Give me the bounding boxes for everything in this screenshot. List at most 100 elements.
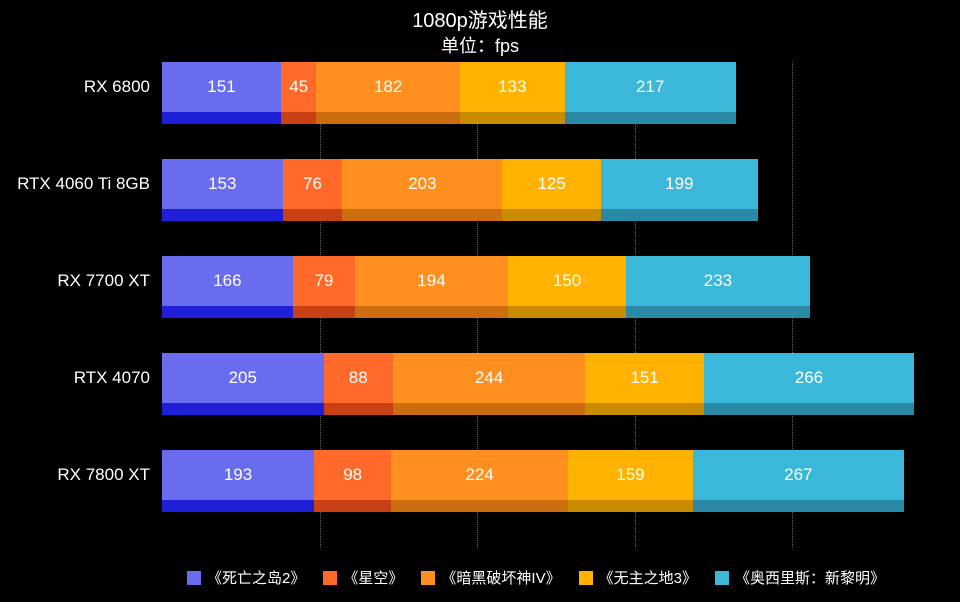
bar-segment: 151: [162, 62, 281, 112]
bar-segment-base: [162, 403, 324, 415]
legend-label: 《星空》: [343, 567, 403, 588]
bar-segment-base: [283, 209, 343, 221]
bar-value-label: 79: [314, 271, 333, 291]
chart-title-block: 1080p游戏性能 单位：fps: [0, 8, 960, 58]
legend-label: 《暗黑破坏神IV》: [441, 567, 560, 588]
bar-value-label: 203: [408, 174, 436, 194]
bar-value-label: 266: [795, 368, 823, 388]
bar-row: 166 79 194 150 233: [162, 256, 950, 326]
bar-segment: 79: [293, 256, 355, 306]
bar-segment-base: [502, 209, 601, 221]
bar-value-label: 125: [537, 174, 565, 194]
bar-segment-base: [585, 403, 704, 415]
bar-segment: 244: [393, 353, 585, 403]
bar-segment-base: [162, 209, 283, 221]
bar-value-label: 151: [207, 77, 235, 97]
legend: 《死亡之岛2》 《星空》 《暗黑破坏神IV》 《无主之地3》 《奥西里斯：新黎明》: [122, 567, 950, 588]
fps-stacked-bar-chart: 1080p游戏性能 单位：fps RX 6800RTX 4060 Ti 8GBR…: [0, 0, 960, 602]
bar-segment: 153: [162, 159, 283, 209]
bar-segment-base: [565, 112, 736, 124]
bar-segment-base: [293, 306, 355, 318]
bar-row: 153 76 203 125 199: [162, 159, 950, 229]
bar-segment-base: [704, 403, 914, 415]
bar-segment-base: [568, 500, 693, 512]
bar-segment: 203: [342, 159, 502, 209]
bar-segment: 45: [281, 62, 316, 112]
bar-segment-base: [314, 500, 391, 512]
y-axis-label: RX 7800 XT: [0, 465, 150, 485]
legend-label: 《奥西里斯：新黎明》: [735, 567, 885, 588]
bar-segment-base: [324, 403, 393, 415]
bar-row: 151 45 182 133 217: [162, 62, 950, 132]
bar-value-label: 224: [465, 465, 493, 485]
bar-value-label: 166: [213, 271, 241, 291]
bar-segment: 151: [585, 353, 704, 403]
bar-segment-base: [601, 209, 758, 221]
legend-swatch: [421, 571, 435, 585]
y-axis-label: RTX 4060 Ti 8GB: [0, 174, 150, 194]
bar-segment-base: [460, 112, 565, 124]
bar-segment-base: [355, 306, 508, 318]
bar-value-label: 159: [616, 465, 644, 485]
bar-segment: 98: [314, 450, 391, 500]
bar-value-label: 45: [289, 77, 308, 97]
bar-value-label: 98: [343, 465, 362, 485]
bar-segment: 224: [391, 450, 568, 500]
bar-value-label: 151: [630, 368, 658, 388]
bar-segment-base: [693, 500, 903, 512]
bar-segment: 182: [316, 62, 459, 112]
bar-segment: 193: [162, 450, 314, 500]
chart-subtitle: 单位：fps: [0, 34, 960, 58]
bar-value-label: 150: [553, 271, 581, 291]
bar-segment-base: [508, 306, 626, 318]
y-axis-label: RX 7700 XT: [0, 271, 150, 291]
legend-swatch: [323, 571, 337, 585]
legend-item: 《奥西里斯：新黎明》: [715, 567, 885, 588]
bar-value-label: 76: [303, 174, 322, 194]
bar-segment: 133: [460, 62, 565, 112]
bar-segment-base: [391, 500, 568, 512]
legend-label: 《无主之地3》: [599, 567, 697, 588]
bar-value-label: 217: [636, 77, 664, 97]
bar-segment: 88: [324, 353, 393, 403]
y-axis-label: RTX 4070: [0, 368, 150, 388]
bar-value-label: 153: [208, 174, 236, 194]
bar-row: 205 88 244 151 266: [162, 353, 950, 423]
bar-segment: 159: [568, 450, 693, 500]
bar-row: 193 98 224 159 267: [162, 450, 950, 520]
legend-item: 《星空》: [323, 567, 403, 588]
legend-item: 《暗黑破坏神IV》: [421, 567, 560, 588]
bar-segment-base: [281, 112, 316, 124]
bar-segment-base: [162, 500, 314, 512]
bar-segment: 199: [601, 159, 758, 209]
bar-segment-base: [393, 403, 585, 415]
bar-value-label: 182: [374, 77, 402, 97]
bar-segment-base: [342, 209, 502, 221]
legend-swatch: [715, 571, 729, 585]
bar-segment: 150: [508, 256, 626, 306]
bar-value-label: 194: [417, 271, 445, 291]
bar-segment: 205: [162, 353, 324, 403]
bar-value-label: 193: [224, 465, 252, 485]
bar-segment: 217: [565, 62, 736, 112]
bar-segment: 267: [693, 450, 903, 500]
bar-value-label: 88: [349, 368, 368, 388]
legend-swatch: [187, 571, 201, 585]
legend-item: 《死亡之岛2》: [187, 567, 305, 588]
bar-segment: 76: [283, 159, 343, 209]
plot-area: 151 45 182 133 217 153 76 203 125 199 166 79 194 150 2…: [162, 62, 950, 547]
bar-segment: 233: [626, 256, 810, 306]
bar-value-label: 133: [498, 77, 526, 97]
bar-value-label: 233: [704, 271, 732, 291]
bar-segment: 194: [355, 256, 508, 306]
bar-segment: 125: [502, 159, 601, 209]
bar-value-label: 205: [229, 368, 257, 388]
bar-segment-base: [162, 306, 293, 318]
bar-segment-base: [316, 112, 459, 124]
bar-segment-base: [626, 306, 810, 318]
y-axis-labels: RX 6800 RTX 4060 Ti 8GB RX 7700 XT RTX 4070…: [0, 62, 155, 547]
legend-swatch: [579, 571, 593, 585]
y-axis-label: RX 6800: [0, 77, 150, 97]
bar-segment: 166: [162, 256, 293, 306]
bar-segment-base: [162, 112, 281, 124]
